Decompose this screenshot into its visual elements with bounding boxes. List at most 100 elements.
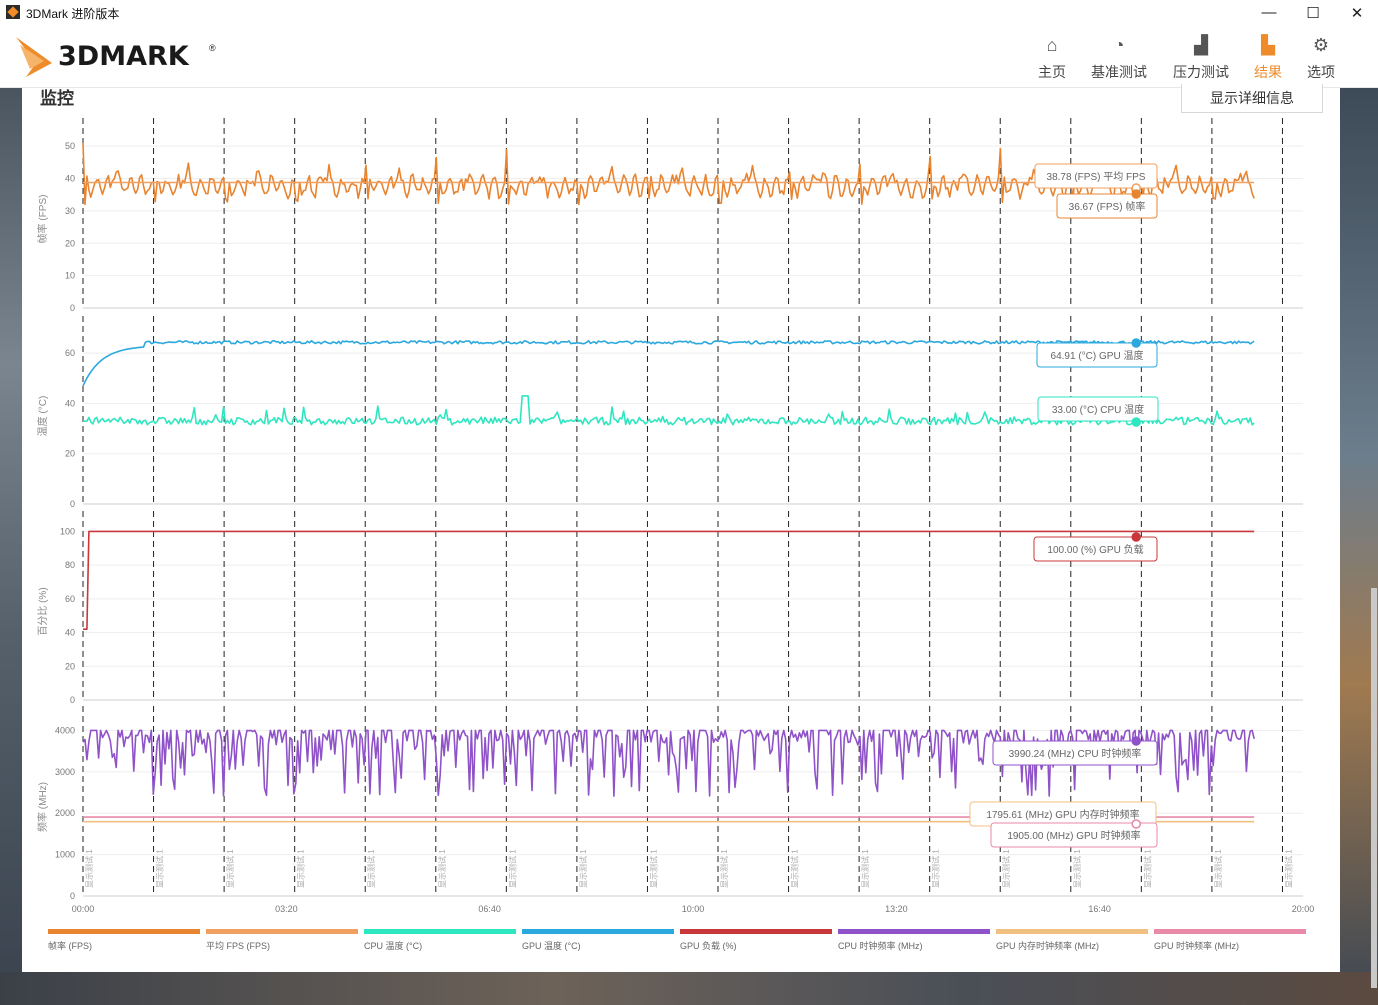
x-tick-label: 13:20: [885, 904, 908, 914]
legend-label: GPU 内存时钟频率 (MHz): [996, 940, 1099, 951]
y-axis-label: 温度 (°C): [36, 396, 49, 437]
x-tick-label: 16:40: [1088, 904, 1111, 914]
minimize-button[interactable]: —: [1261, 4, 1277, 21]
x-tick-label: 06:40: [478, 904, 501, 914]
bars-icon: ▟: [1194, 35, 1208, 55]
loop-marker-label: 显示测试 1: [578, 849, 588, 888]
nav-item-1[interactable]: ◔ 基准测试: [1084, 33, 1154, 82]
x-tick-label: 10:00: [682, 904, 705, 914]
y-tick-label: 100: [60, 526, 75, 536]
nav-item-3[interactable]: ▙ 结果: [1233, 33, 1303, 82]
x-tick-label: 20:00: [1292, 904, 1315, 914]
loop-marker-label: 显示测试 1: [1072, 849, 1082, 888]
cursor-dot: [1131, 736, 1141, 746]
tooltip-box: [1037, 396, 1159, 422]
results-icon: ▙: [1261, 35, 1275, 55]
nav-item-2[interactable]: ▟ 压力测试: [1166, 33, 1236, 82]
nav-label: 主页: [1038, 64, 1066, 80]
y-tick-label: 2000: [55, 808, 75, 818]
loop-marker-label: 显示测试 1: [790, 849, 800, 888]
x-tick-label: 00:00: [72, 904, 95, 914]
tooltip-text: 36.67 (FPS) 帧率: [1069, 200, 1146, 213]
loop-marker-label: 显示测试 1: [437, 849, 447, 888]
y-tick-label: 4000: [55, 725, 75, 735]
y-tick-label: 50: [65, 141, 75, 151]
legend-label: CPU 温度 (°C): [364, 940, 422, 951]
y-tick-label: 1000: [55, 850, 75, 860]
y-tick-label: 40: [65, 628, 75, 638]
legend-swatch: [364, 929, 516, 934]
app-icon: [6, 5, 20, 19]
tooltip-text: 100.00 (%) GPU 负载: [1047, 543, 1143, 556]
legend-swatch: [522, 929, 674, 934]
y-tick-label: 10: [65, 271, 75, 281]
loop-marker-label: 显示测试 1: [296, 849, 306, 888]
legend-swatch: [1154, 929, 1306, 934]
close-button[interactable]: ✕: [1350, 4, 1364, 22]
y-tick-label: 20: [65, 661, 75, 671]
legend-swatch: [996, 929, 1148, 934]
app-header: 3DMARK ® ⌂ 主页 ◔ 基准测试 ▟ 压力测试 ▙ 结果 ⚙ 选项: [0, 25, 1378, 88]
loop-marker-label: 显示测试 1: [1142, 849, 1152, 888]
monitoring-chart: 0 10 20 30 40 50 帧率 (FPS) 0 20 40 60 温度 (°C) 0 20 40 60…: [36, 118, 1315, 951]
tooltip-box: [1033, 536, 1158, 562]
window-titlebar: 3DMark 进阶版本 — ☐ ✕: [0, 0, 1378, 25]
gauge-icon: ◔: [1113, 35, 1125, 55]
y-tick-label: 0: [70, 695, 75, 705]
legend-swatch: [680, 929, 832, 934]
loop-marker-label: 显示测试 1: [84, 849, 94, 888]
y-tick-label: 20: [65, 449, 75, 459]
tooltip-box: [992, 740, 1158, 766]
y-tick-label: 80: [65, 560, 75, 570]
tooltip-text: 33.00 (°C) CPU 温度: [1052, 403, 1144, 416]
3dmark-logo[interactable]: 3DMARK ®: [14, 33, 224, 79]
loop-marker-label: 显示测试 1: [1283, 849, 1293, 888]
tooltip-box: [990, 822, 1158, 848]
y-tick-label: 60: [65, 348, 75, 358]
logo-mark-icon: [16, 37, 52, 77]
y-tick-label: 30: [65, 206, 75, 216]
maximize-button[interactable]: ☐: [1306, 4, 1320, 22]
cursor-dot: [1131, 819, 1141, 829]
tooltip-box: [1056, 193, 1158, 219]
y-axis-label: 帧率 (FPS): [36, 195, 49, 244]
nav-item-4[interactable]: ⚙ 选项: [1286, 33, 1356, 82]
legend-label: 平均 FPS (FPS): [206, 940, 270, 951]
cursor-dot: [1131, 532, 1141, 542]
cursor-dot: [1131, 189, 1141, 199]
nav-label: 结果: [1254, 64, 1282, 80]
loop-marker-label: 显示测试 1: [225, 849, 235, 888]
nav-item-0[interactable]: ⌂ 主页: [1017, 33, 1087, 82]
scrollbar-thumb[interactable]: [1371, 588, 1377, 988]
loop-marker-label: 显示测试 1: [1001, 849, 1011, 888]
y-tick-label: 20: [65, 238, 75, 248]
tooltip-box: [1034, 163, 1158, 189]
nav-label: 压力测试: [1173, 64, 1229, 80]
y-axis-label: 百分比 (%): [37, 587, 49, 635]
legend-swatch: [838, 929, 990, 934]
y-tick-label: 40: [65, 398, 75, 408]
loop-marker-label: 显示测试 1: [1213, 849, 1223, 888]
legend-label: 帧率 (FPS): [48, 940, 92, 951]
background-art-left: [0, 88, 22, 1005]
nav-label: 基准测试: [1091, 64, 1147, 80]
y-tick-label: 0: [70, 891, 75, 901]
window-title: 3DMark 进阶版本: [26, 7, 120, 21]
legend-label: GPU 温度 (°C): [522, 940, 581, 951]
nav-label: 选项: [1307, 64, 1335, 80]
y-axis-label: 频率 (MHz): [36, 782, 49, 832]
tooltip-text: 1795.61 (MHz) GPU 内存时钟频率: [986, 808, 1139, 821]
gear-icon: ⚙: [1312, 35, 1330, 55]
series-line: [82, 340, 1255, 387]
cursor-dot: [1131, 338, 1141, 348]
scrollbar[interactable]: [1370, 88, 1378, 1005]
x-tick-label: 03:20: [275, 904, 298, 914]
legend-label: CPU 时钟频率 (MHz): [838, 940, 923, 951]
loop-marker-label: 显示测试 1: [507, 849, 517, 888]
legend-label: GPU 时钟频率 (MHz): [1154, 940, 1239, 951]
tooltip-box: [1036, 342, 1158, 368]
loop-marker-label: 显示测试 1: [648, 849, 658, 888]
cursor-dot: [1131, 417, 1141, 427]
show-details-button[interactable]: 显示详细信息: [1181, 84, 1323, 113]
logo-registered: ®: [209, 43, 216, 53]
